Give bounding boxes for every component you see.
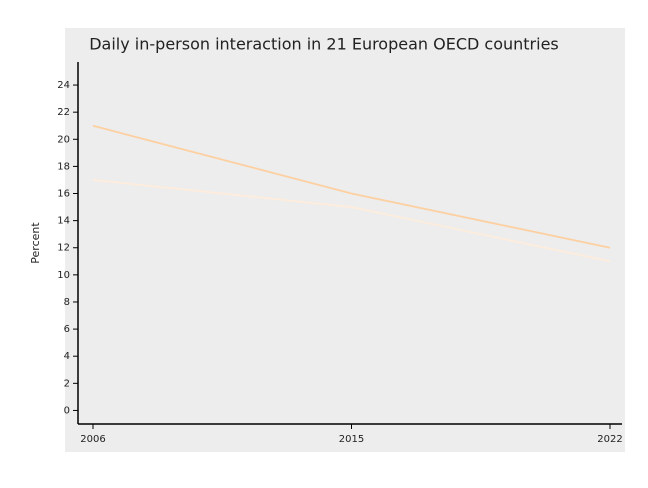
x-tick-label: 2006 [80,434,105,445]
y-axis-label: Percent [29,222,42,264]
y-tick-label: 4 [64,351,70,362]
y-tick-label: 8 [64,297,70,308]
y-tick-label: 0 [64,405,70,416]
series-line [92,124,611,249]
y-tick-label: 24 [57,80,70,91]
x-tick-label: 2022 [597,434,622,445]
y-tick-label: 18 [57,161,70,172]
y-tick-label: 14 [57,216,70,227]
chart-title: Daily in-person interaction in 21 Europe… [89,35,559,54]
plot-background [65,28,625,452]
y-tick-label: 12 [57,243,70,254]
x-tick-label: 2015 [339,434,364,445]
y-tick-label: 6 [64,324,70,335]
y-tick-label: 16 [57,189,70,200]
y-tick-label: 2 [64,378,70,389]
series-line [92,179,611,263]
y-tick-label: 20 [57,134,70,145]
y-tick-label: 10 [57,270,70,281]
y-tick-label: 22 [57,107,70,118]
